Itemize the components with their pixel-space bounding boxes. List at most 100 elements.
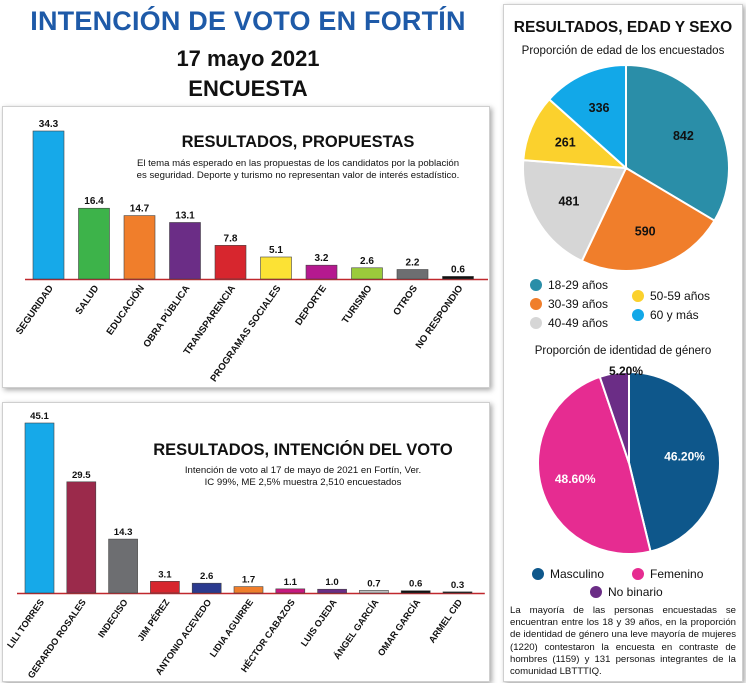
bar-hector-cabazos	[275, 588, 306, 594]
slice-40-49-anos	[522, 159, 628, 263]
value-label-otros: 2.2	[406, 258, 420, 269]
proposals-title: RESULTADOS, PROPUESTAS	[181, 133, 415, 151]
bar-salud	[78, 207, 110, 280]
bar-educacion	[123, 215, 156, 280]
proposals-bar-chart: 34.3 SEGURIDAD 16.4 SALUD 14.7 EDUCACIÓN 13.1 O…	[14, 119, 488, 384]
gender-subtitle: Proporción de identidad de género	[534, 345, 712, 357]
value-label-luis-ojeda: 1.0	[325, 577, 338, 588]
category-label-no-respondio: NO RESPONDIO	[414, 283, 466, 351]
bar-jim-perez	[150, 581, 180, 594]
proposals-panel: RESULTADOS, PROPUESTAS El tema más esper…	[2, 106, 490, 388]
side-title: RESULTADOS, EDAD Y SEXO	[513, 19, 733, 36]
slice-label-50-59-anos: 261	[555, 135, 576, 149]
legend-item-18-29: 18-29 años	[530, 278, 608, 292]
value-label-turismo: 2.6	[360, 256, 374, 267]
bar-lidia-aguirre	[233, 586, 264, 594]
category-label-jim-perez: JIM PÉREZ	[135, 597, 172, 643]
value-label-salud: 16.4	[84, 196, 104, 207]
category-label-indeciso: INDECISO	[96, 597, 130, 639]
age-gender-panel: RESULTADOS, EDAD Y SEXO Proporción de ed…	[503, 4, 743, 682]
legend-item-no-binario: No binario	[590, 585, 663, 599]
legend-swatch	[632, 290, 644, 302]
bar-seguridad	[32, 130, 65, 280]
legend-label: 40-49 años	[548, 316, 609, 330]
bar-transparencia	[214, 245, 247, 280]
proposals-note-2: es seguridad. Deporte y turismo no repre…	[136, 170, 460, 181]
legend-item-60-plus: 60 y más	[632, 308, 699, 322]
gender-pie-chart: 46.20% 48.60% 5.20%	[537, 364, 721, 555]
bar-lili-torres	[24, 422, 55, 594]
value-label-educacion: 14.7	[130, 204, 150, 215]
slice-label-40-49-anos: 481	[558, 194, 579, 208]
legend-swatch	[532, 568, 544, 580]
category-label-educacion: EDUCACIÓN	[104, 283, 147, 338]
legend-swatch	[590, 586, 602, 598]
vote-note-2: IC 99%, ME 2,5% muestra 2,510 encuestado…	[204, 477, 402, 488]
category-label-angel-garcia: ÁNGEL GARCÍA	[331, 597, 381, 662]
legend-swatch	[632, 309, 644, 321]
slice-label-30-39-anos: 590	[635, 225, 656, 239]
legend-label: Masculino	[550, 567, 605, 581]
category-label-lili-torres: LILI TORRES	[5, 597, 46, 649]
bar-luis-ojeda	[317, 588, 347, 594]
value-label-angel-garcia: 0.7	[367, 578, 380, 589]
page-title: INTENCIÓN DE VOTO EN FORTÍN	[30, 6, 466, 36]
age-subtitle: Proporción de edad de los encuestados	[521, 45, 725, 57]
slice-30-39-anos	[580, 166, 716, 272]
legend-label: No binario	[608, 585, 663, 599]
bar-indeciso	[108, 538, 138, 594]
bar-omar-garcia	[400, 590, 431, 594]
value-label-hector-cabazos: 1.1	[284, 577, 298, 588]
bar-otros	[396, 269, 429, 280]
category-label-obra-publica: OBRA PÚBLICA	[141, 283, 193, 350]
value-label-lili-torres: 45.1	[30, 411, 49, 422]
value-label-armel-cid: 0.3	[451, 580, 464, 591]
category-label-armel-cid: ARMEL CID	[427, 597, 465, 645]
slice-masculino	[628, 370, 721, 553]
legend-label: 60 y más	[650, 308, 699, 322]
slice-label-60-y-mas: 336	[589, 101, 610, 115]
value-label-antonio-acevedo: 2.6	[200, 571, 213, 582]
category-label-luis-ojeda: LUIS OJEDA	[299, 597, 339, 648]
value-label-gerardo-rosales: 29.5	[72, 470, 91, 481]
value-label-jim-perez: 3.1	[158, 569, 172, 580]
slice-label-femenino: 48.60%	[555, 472, 596, 486]
slice-label-no-binario: 5.20%	[609, 364, 643, 378]
slice-60-y-mas	[547, 63, 627, 171]
page-date: 17 mayo 2021	[176, 46, 320, 71]
slice-label-masculino: 46.20%	[664, 450, 705, 464]
legend-label: Femenino	[650, 567, 704, 581]
category-label-lidia-aguirre: LIDIA AGUIRRE	[208, 597, 255, 659]
value-label-obra-publica: 13.1	[175, 210, 195, 221]
proposals-note-1: El tema más esperado en las propuestas d…	[136, 158, 460, 169]
bar-turismo	[351, 267, 383, 280]
legend-item-masculino: Masculino	[532, 567, 604, 581]
bar-armel-cid	[442, 591, 473, 594]
category-label-seguridad: SEGURIDAD	[14, 283, 56, 337]
value-label-omar-garcia: 0.6	[409, 579, 422, 590]
legend-label: 18-29 años	[548, 278, 609, 292]
slice-femenino	[537, 375, 652, 555]
legend-swatch	[530, 298, 542, 310]
category-label-deporte: DEPORTE	[293, 283, 329, 328]
bar-obra-publica	[169, 222, 201, 280]
bar-no-respondio	[442, 276, 474, 280]
vote-note-1: Intención de voto al 17 de mayo de 2021 …	[184, 465, 422, 476]
legend-swatch	[530, 279, 542, 291]
bar-gerardo-rosales	[66, 481, 97, 594]
category-label-turismo: TURISMO	[340, 283, 375, 326]
value-label-programas-sociales: 5.1	[269, 245, 283, 256]
legend-swatch	[632, 568, 644, 580]
age-pie-chart: 842 590 481 261 336	[522, 63, 730, 272]
value-label-lidia-aguirre: 1.7	[242, 575, 255, 586]
value-label-seguridad: 34.3	[39, 119, 59, 130]
bar-deporte	[305, 264, 338, 280]
bar-antonio-acevedo	[191, 582, 222, 594]
value-label-deporte: 3.2	[315, 253, 329, 264]
legend-item-femenino: Femenino	[632, 567, 703, 581]
slice-no-binario	[598, 370, 630, 464]
value-label-indeciso: 14.3	[114, 527, 133, 538]
category-label-omar-garcia: OMAR GARCÍA	[375, 597, 423, 658]
legend-item-40-49: 40-49 años	[530, 316, 608, 330]
